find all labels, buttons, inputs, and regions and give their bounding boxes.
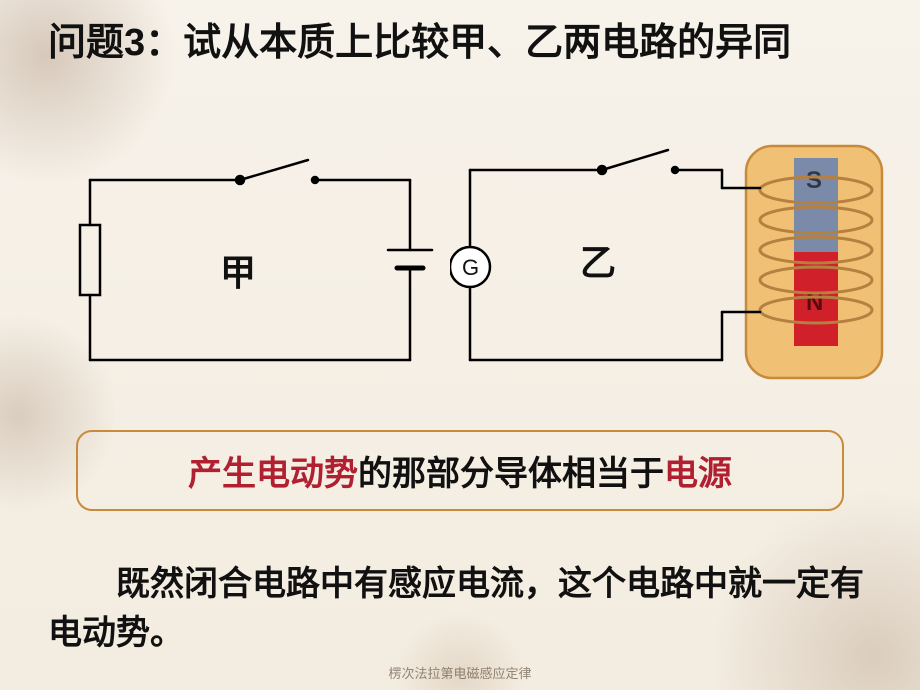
- circuit-jia-label: 甲: [220, 252, 256, 293]
- callout-black-mid: 的那部分导体相当于: [358, 455, 664, 493]
- footer-watermark: 楞次法拉第电磁感应定律: [0, 663, 920, 682]
- circuit-yi: S N: [450, 140, 890, 390]
- galvanometer-label: G: [462, 255, 479, 280]
- circuit-yi-label: 乙: [580, 242, 616, 283]
- magnet-s-label: S: [806, 167, 822, 194]
- bar-magnet: S N: [794, 158, 838, 346]
- key-point-callout: 产生电动势的那部分导体相当于电源: [76, 430, 844, 511]
- circuit-jia: 甲: [70, 150, 440, 380]
- conclusion-text: 既然闭合电路中有感应电流，这个电路中就一定有电动势。: [48, 560, 880, 659]
- callout-red-pre: 产生电动势: [188, 455, 358, 493]
- circuit-diagrams-row: 甲 S N: [0, 150, 920, 390]
- callout-red-post: 电源: [664, 455, 732, 493]
- question-title: 问题3：试从本质上比较甲、乙两电路的异同: [48, 18, 880, 69]
